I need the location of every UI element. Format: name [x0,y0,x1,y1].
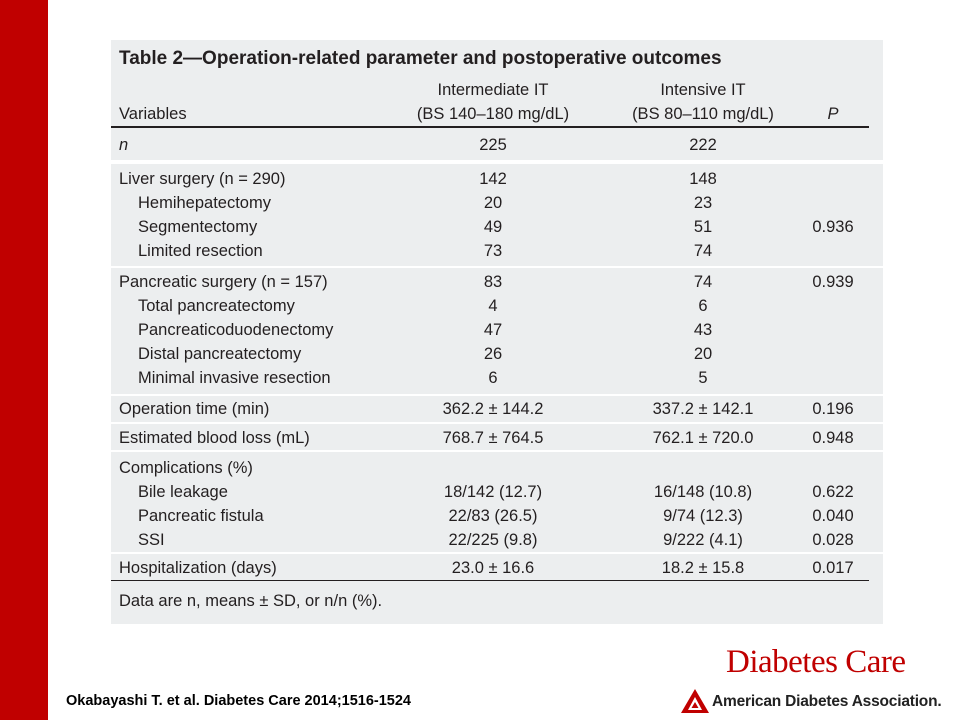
row-label: Estimated blood loss (mL) [119,429,310,447]
cell-intensive: 6 [698,297,708,315]
row-label: Pancreatic fistula [138,507,264,525]
left-accent-bar [0,0,48,720]
cell-intensive: 18.2 ± 15.8 [661,559,745,577]
row-label: Pancreatic surgery (n = 157) [119,273,328,291]
header-intensive-range: (BS 80–110 mg/dL) [632,105,774,123]
table-group-liver: Liver surgery (n = 290) 142 148 Hemihepa… [111,162,883,268]
cell-intensive: 9/222 (4.1) [663,531,743,549]
cell-intensive: 337.2 ± 142.1 [652,400,754,418]
cell-intermediate: 22/83 (26.5) [448,507,538,525]
cell-intensive: 23 [693,194,713,212]
table-title: Table 2—Operation-related parameter and … [119,48,722,69]
journal-name: Diabetes Care [726,644,906,680]
cell-intermediate: 225 [479,136,507,154]
cell-intensive: 51 [693,218,713,236]
cell-intermediate: 768.7 ± 764.5 [442,429,544,447]
cell-intermediate: 4 [488,297,498,315]
cell-intermediate: 23.0 ± 16.6 [451,559,535,577]
cell-intermediate: 142 [479,170,507,188]
table-row-blood-loss: Estimated blood loss (mL) 768.7 ± 764.5 … [111,422,883,452]
header-intermediate-range: (BS 140–180 mg/dL) [416,105,570,123]
row-label: Limited resection [138,242,263,260]
cell-intermediate: 20 [483,194,503,212]
table-group-complications: Complications (%) Bile leakage 18/142 (1… [111,450,883,554]
cell-intensive: 43 [693,321,713,339]
cell-intermediate: 22/225 (9.8) [448,531,538,549]
row-label: Total pancreatectomy [138,297,295,315]
footer-rule [111,580,869,581]
table-figure: Table 2—Operation-related parameter and … [111,40,883,624]
cell-intermediate: 18/142 (12.7) [443,483,543,501]
header-intermediate-title: Intermediate IT [437,81,549,99]
cell-p: 0.622 [812,483,854,501]
cell-intensive: 74 [693,242,713,260]
table-footnote: Data are n, means ± SD, or n/n (%). [119,592,383,610]
header-variables: Variables [119,105,187,123]
cell-intensive: 762.1 ± 720.0 [652,429,754,447]
cell-intermediate: 47 [483,321,503,339]
citation: Okabayashi T. et al. Diabetes Care 2014;… [66,693,411,709]
table-header: Variables Intermediate IT (BS 140–180 mg… [111,76,869,128]
cell-intermediate: 49 [483,218,503,236]
cell-p: 0.196 [812,400,854,418]
cell-intensive: 222 [689,136,717,154]
table-row-n: n 225 222 [111,130,883,162]
row-label: Hemihepatectomy [138,194,271,212]
row-label: Hospitalization (days) [119,559,277,577]
cell-p: 0.948 [812,429,854,447]
row-label: Segmentectomy [138,218,258,236]
row-label: Complications (%) [119,459,253,477]
cell-p: 0.017 [812,559,854,577]
row-label: Operation time (min) [119,400,270,418]
cell-intermediate: 6 [488,369,498,387]
cell-intensive: 5 [698,369,708,387]
cell-intermediate: 26 [483,345,503,363]
publisher-name: American Diabetes Association. [712,693,942,710]
table-row-operation-time: Operation time (min) 362.2 ± 144.2 337.2… [111,394,883,424]
cell-p: 0.936 [812,218,854,236]
cell-p: 0.939 [812,273,854,291]
header-p: P [827,105,839,123]
cell-p: 0.028 [812,531,854,549]
cell-intermediate: 73 [483,242,503,260]
header-rule [111,126,869,128]
cell-intermediate: 362.2 ± 144.2 [442,400,544,418]
table-group-pancreatic: Pancreatic surgery (n = 157) 83 74 0.939… [111,266,883,396]
cell-intermediate: 83 [483,273,503,291]
cell-intensive: 9/74 (12.3) [663,507,743,525]
row-label: Distal pancreatectomy [138,345,302,363]
ada-triangle-logo-icon [681,689,709,713]
table-row-hospitalization: Hospitalization (days) 23.0 ± 16.6 18.2 … [111,552,883,582]
row-label: Bile leakage [138,483,228,501]
row-label: n [119,136,129,154]
cell-intensive: 20 [693,345,713,363]
cell-intensive: 16/148 (10.8) [653,483,753,501]
header-intensive-title: Intensive IT [660,81,746,99]
row-label: SSI [138,531,165,549]
row-label: Liver surgery (n = 290) [119,170,286,188]
cell-p: 0.040 [812,507,854,525]
cell-intensive: 74 [693,273,713,291]
row-label: Minimal invasive resection [138,369,331,387]
cell-intensive: 148 [689,170,717,188]
row-label: Pancreaticoduodenectomy [138,321,334,339]
